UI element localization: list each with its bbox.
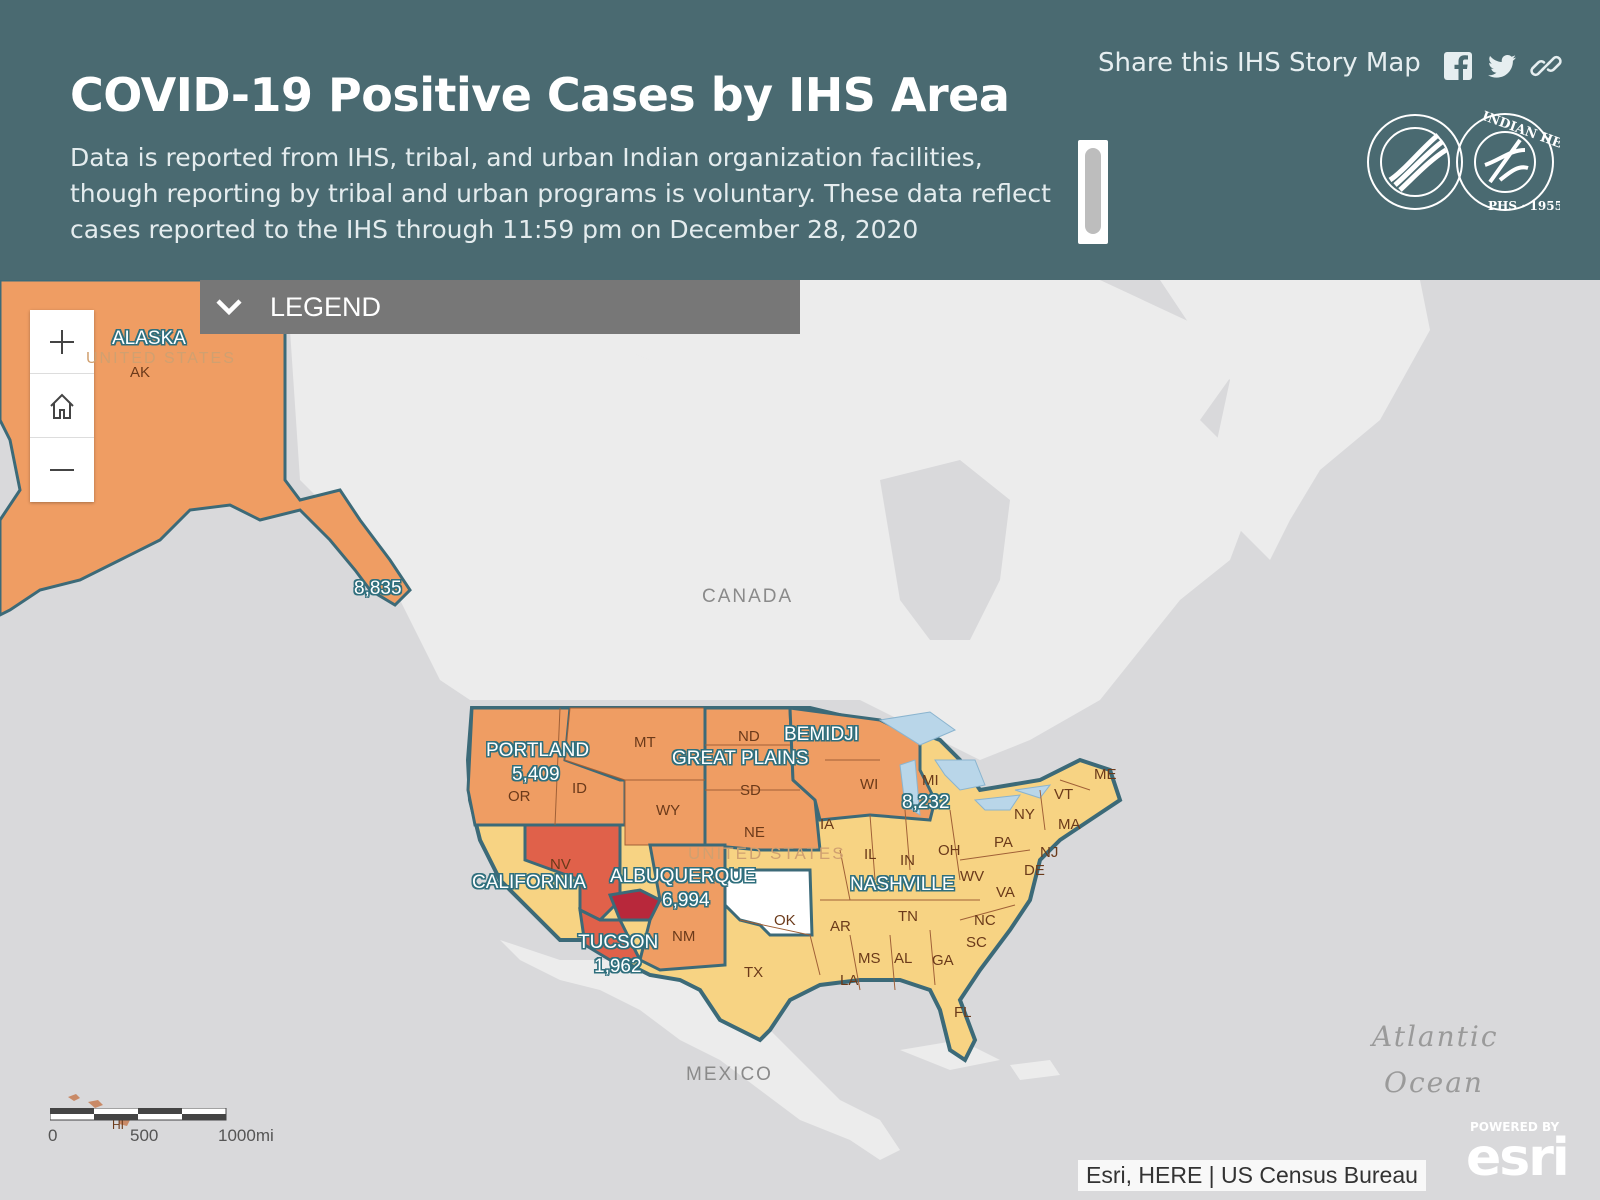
canada-land — [290, 280, 1260, 760]
state-label: NC — [974, 912, 996, 929]
state-label: VT — [1054, 786, 1074, 803]
area-value-tucson[interactable]: 1,962 — [594, 956, 642, 977]
scale-label: 500 — [130, 1126, 159, 1145]
state-label: PA — [994, 834, 1013, 851]
state-label: MS — [858, 950, 881, 967]
area-label-alaska[interactable]: ALASKA — [112, 328, 186, 349]
twitter-icon[interactable] — [1486, 50, 1518, 82]
area-label-bemidji[interactable]: BEMIDJI — [784, 724, 859, 745]
zoom-controls — [30, 310, 94, 502]
area-alaska — [0, 280, 412, 617]
state-label: OR — [508, 788, 531, 805]
hudson-bay — [880, 460, 1010, 640]
great-lakes — [878, 711, 1052, 816]
legend-toggle[interactable]: LEGEND — [200, 280, 800, 334]
state-label: MA — [1058, 816, 1081, 833]
state-label: ME — [1094, 766, 1117, 783]
geo-label-mexico: MEXICO — [686, 1064, 773, 1085]
state-label: FL — [954, 1004, 972, 1021]
state-label: GA — [932, 952, 954, 969]
zoom-in-button[interactable] — [30, 310, 94, 374]
caribbean-islands — [900, 1040, 1060, 1080]
area-label-california[interactable]: CALIFORNIA — [472, 872, 587, 893]
page-description: Data is reported from IHS, tribal, and u… — [70, 143, 1051, 244]
area-label-portland[interactable]: PORTLAND — [486, 740, 590, 761]
scale-bar — [50, 1108, 227, 1121]
facebook-icon[interactable] — [1442, 50, 1474, 82]
state-label: NV — [550, 856, 571, 873]
area-value-alaska[interactable]: 8,835 — [354, 578, 402, 599]
map-view[interactable] — [0, 280, 1600, 1200]
zoom-out-icon — [50, 469, 74, 471]
scale-label: 0 — [48, 1126, 58, 1145]
map-attribution[interactable]: Esri, HERE | US Census Bureau — [1078, 1160, 1426, 1191]
link-icon[interactable] — [1530, 50, 1562, 82]
mexico-land — [500, 940, 900, 1160]
basemap[interactable] — [0, 280, 1600, 1200]
home-button[interactable] — [30, 374, 94, 438]
share-label: Share this IHS Story Map — [1098, 48, 1421, 78]
geo-label-hawaii: HI — [112, 1118, 124, 1132]
chevron-down-icon — [216, 299, 242, 316]
state-label: NY — [1014, 806, 1035, 823]
geo-label-canada: CANADA — [702, 586, 794, 607]
scale-label: 1000mi — [218, 1126, 274, 1145]
area-label-albuquerque[interactable]: ALBUQUERQUE — [610, 866, 756, 887]
greenland-land — [1160, 280, 1430, 560]
state-label: MI — [922, 772, 939, 789]
state-label: NE — [744, 824, 765, 841]
state-label: IN — [900, 852, 915, 869]
state-label: TN — [898, 908, 918, 925]
geo-label-united-states: UNITED STATES — [688, 844, 846, 863]
state-label: DE — [1024, 862, 1045, 879]
area-label-tucson[interactable]: TUCSON — [578, 932, 659, 953]
state-borders — [554, 707, 1091, 991]
state-label: WV — [960, 868, 985, 885]
area-oklahoma — [723, 868, 814, 937]
description-scrollbar[interactable] — [1078, 140, 1108, 244]
state-label: SD — [740, 782, 761, 799]
area-value-bemidji[interactable]: 8,232 — [902, 792, 950, 813]
state-label: TX — [744, 964, 764, 981]
state-label: MT — [634, 734, 656, 751]
area-label-great-plains[interactable]: GREAT PLAINS — [672, 748, 809, 769]
esri-brand: esri — [1466, 1128, 1570, 1188]
page-title: COVID-19 Positive Cases by IHS Area — [70, 68, 1010, 122]
home-icon — [50, 393, 74, 419]
esri-powered-label: POWERED BY — [1470, 1120, 1560, 1134]
zoom-in-icon — [50, 330, 74, 354]
geo-label-us-alaska: UNITED STATES — [86, 350, 236, 367]
state-label: ND — [738, 728, 760, 745]
state-label: WY — [656, 802, 681, 819]
state-label: NM — [672, 928, 696, 945]
area-tucson — [578, 907, 643, 962]
scrollbar-thumb[interactable] — [1085, 148, 1101, 234]
svg-text:PHS · 1955: PHS · 1955 — [1488, 199, 1560, 213]
state-label: AR — [830, 918, 851, 935]
state-label: OH — [938, 842, 961, 859]
area-albuquerque — [638, 843, 727, 972]
state-label: LA — [840, 972, 859, 989]
area-value-albuquerque[interactable]: 6,994 — [662, 890, 710, 911]
area-label-nashville[interactable]: NASHVILLE — [850, 874, 955, 895]
story-map-header: COVID-19 Positive Cases by IHS Area Data… — [0, 0, 1600, 280]
state-label: NJ — [1040, 844, 1059, 861]
state-label: SC — [966, 934, 987, 951]
ocean-label-line2: Ocean — [1384, 1066, 1484, 1099]
state-label: ID — [572, 780, 587, 797]
state-label: WI — [860, 776, 879, 793]
state-label: IL — [864, 846, 877, 863]
ihs-logo: INDIAN HEALTH SERVICE PHS · 1955 — [1367, 110, 1560, 213]
state-label: AK — [130, 364, 151, 381]
hawaii-islands — [68, 1094, 130, 1126]
area-value-portland[interactable]: 5,409 — [512, 764, 560, 785]
state-label: OK — [774, 912, 796, 929]
state-label: AL — [894, 950, 913, 967]
state-label: IA — [820, 816, 835, 833]
state-label: VA — [996, 884, 1015, 901]
zoom-out-button[interactable] — [30, 438, 94, 502]
legend-label: LEGEND — [270, 292, 382, 322]
ocean-label-line1: Atlantic — [1372, 1020, 1499, 1053]
